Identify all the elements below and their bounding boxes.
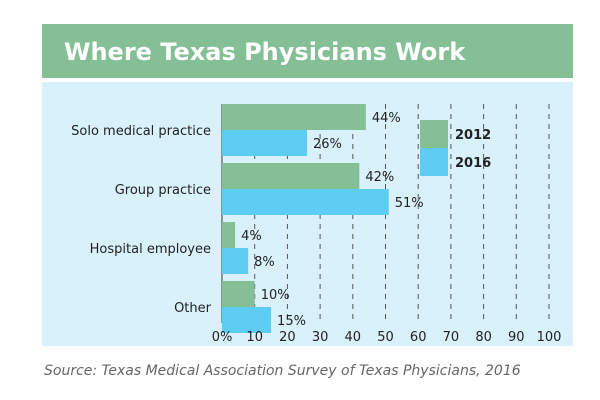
x-tick-label-50: 50: [377, 330, 394, 345]
x-tick-label-70: 70: [443, 330, 460, 345]
x-tick-label-40: 40: [345, 330, 362, 345]
data-label-2012-1: 42%: [365, 170, 394, 185]
legend-label-2012: 2012: [455, 128, 491, 143]
category-labels: Solo medical practice Group practice Hospi…: [71, 124, 212, 316]
bar-2012-0: [222, 104, 366, 130]
legend: 2012 2016: [420, 120, 491, 176]
title-band: [42, 24, 573, 78]
category-label-3: Other: [174, 301, 212, 316]
data-label-2012-0: 44%: [372, 111, 401, 126]
category-label-0: Solo medical practice: [71, 124, 211, 139]
data-label-2012-2: 4%: [241, 229, 262, 244]
chart-title: Where Texas Physicians Work: [64, 38, 466, 66]
x-tick-label-30: 30: [312, 330, 329, 345]
x-tick-label-10: 10: [246, 330, 263, 345]
bar-2016-3: [222, 307, 272, 333]
bar-2012-3: [222, 281, 255, 307]
data-label-2016-2: 8%: [254, 255, 275, 270]
data-label-2016-1: 51%: [395, 196, 424, 211]
x-tick-label-60: 60: [410, 330, 427, 345]
bar-2016-0: [222, 130, 308, 156]
x-tick-label-80: 80: [475, 330, 492, 345]
x-tick-label-100: 100: [537, 330, 562, 345]
legend-swatch-2012: [420, 120, 448, 148]
bar-2012-2: [222, 222, 236, 248]
data-label-2016-3: 15%: [277, 314, 306, 329]
bar-2016-1: [222, 189, 389, 215]
legend-label-2016: 2016: [455, 156, 491, 171]
category-label-2: Hospital employee: [90, 242, 211, 257]
data-label-2016-0: 26%: [313, 137, 342, 152]
x-tick-label-0: 0%: [212, 330, 233, 345]
bars: 44% 26% 42%51% 4% 8% 10% 15%: [222, 104, 424, 333]
bar-2016-2: [222, 248, 249, 274]
bar-2012-1: [222, 163, 360, 189]
data-label-2012-3: 10%: [261, 288, 290, 303]
category-label-1: Group practice: [115, 183, 211, 198]
source-note: Source: Texas Medical Association Survey…: [44, 363, 521, 379]
x-tick-label-90: 90: [508, 330, 525, 345]
legend-swatch-2016: [420, 148, 448, 176]
x-axis-ticks: 0% 10 20 30 40 50 60 70 80 90 100: [212, 330, 562, 345]
x-tick-label-20: 20: [279, 330, 296, 345]
